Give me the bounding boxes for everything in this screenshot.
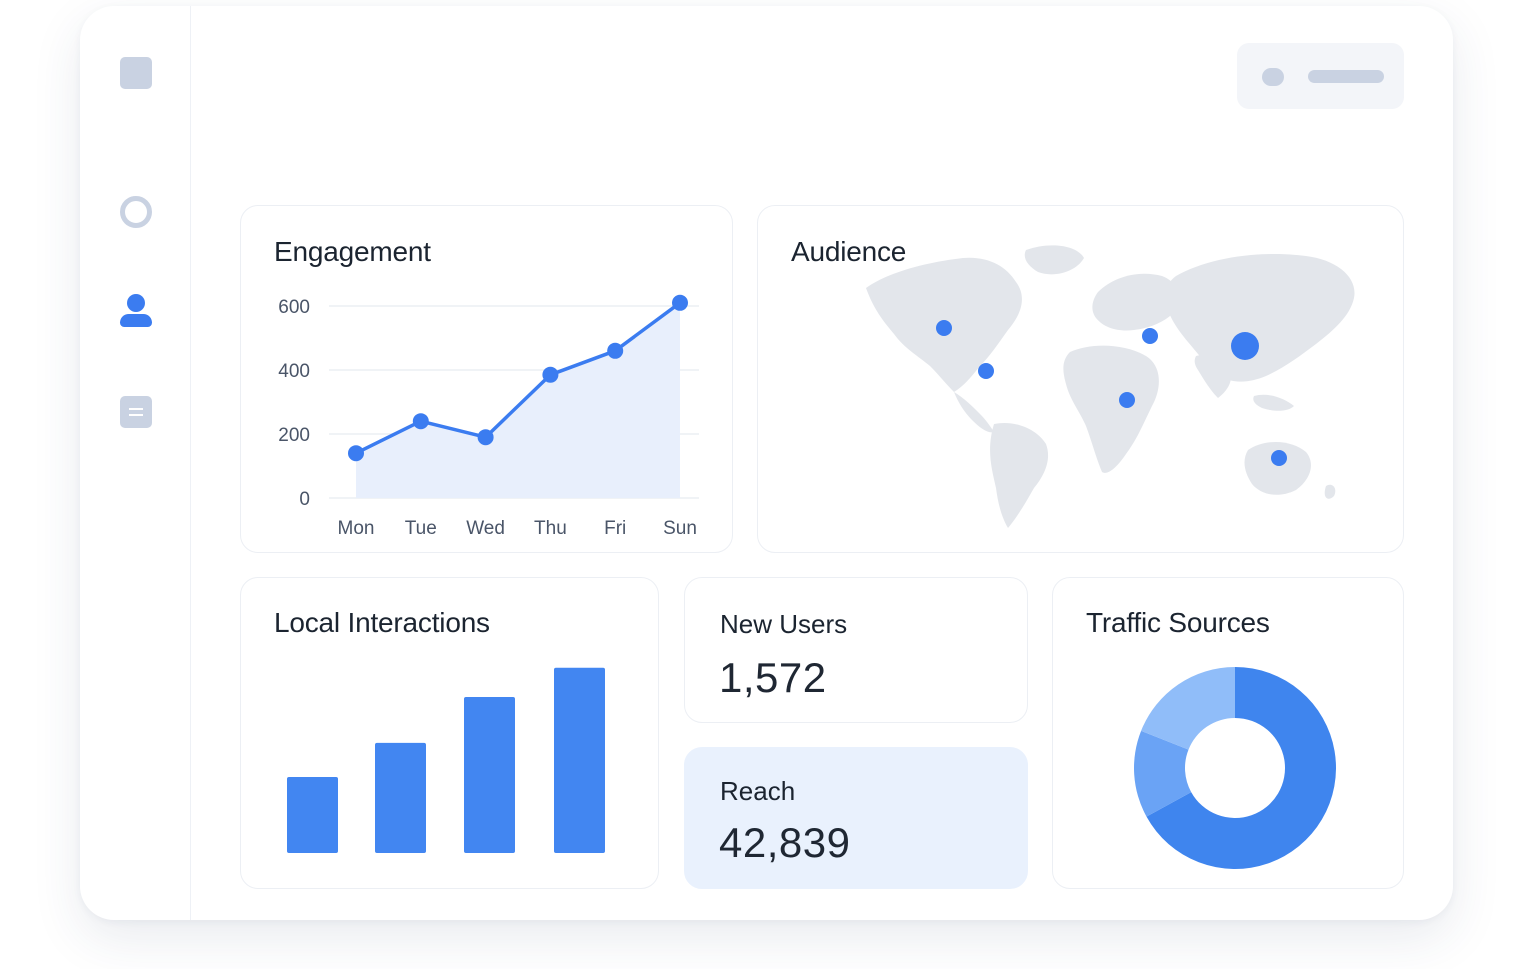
engagement-chart: 0 200 400 600 Mon Tue Wed Thu Fri Sun — [278, 294, 699, 539]
map-new-zealand — [1324, 484, 1336, 499]
x-tick-label: Fri — [604, 518, 626, 539]
x-tick-label: Wed — [466, 518, 505, 539]
donut-slice — [1134, 730, 1192, 817]
local-interactions-title: Local Interactions — [274, 607, 490, 638]
map-australia — [1244, 441, 1311, 495]
traffic-sources-card: Traffic Sources — [1052, 577, 1404, 889]
map-africa — [1063, 345, 1159, 473]
x-tick-label: Thu — [534, 518, 567, 539]
data-point — [542, 366, 559, 383]
donut-slice — [1141, 667, 1235, 750]
engagement-area — [356, 302, 680, 498]
x-tick-label: Tue — [405, 518, 437, 539]
map-asia — [1165, 254, 1355, 382]
audience-title: Audience — [791, 236, 907, 267]
bar — [554, 667, 605, 853]
x-tick-label: Sun — [663, 518, 697, 539]
map-marker — [1142, 328, 1158, 344]
y-tick-label: 600 — [278, 297, 310, 318]
bar — [287, 776, 338, 853]
map-india — [1194, 354, 1232, 398]
new-users-value: 1,572 — [719, 654, 827, 701]
map-marker — [978, 363, 994, 379]
map-marker — [1231, 332, 1259, 360]
reach-card: Reach 42,839 — [684, 747, 1028, 889]
y-tick-label: 200 — [278, 425, 310, 446]
sidebar — [80, 6, 191, 920]
data-point — [477, 429, 494, 446]
new-users-card: New Users 1,572 — [684, 577, 1028, 723]
traffic-sources-title: Traffic Sources — [1086, 607, 1270, 638]
sidebar-item-users[interactable] — [118, 293, 154, 329]
dashboard-window: Engagement 0 200 400 600 Mon Tue Wed Thu Fri Sun … — [80, 6, 1453, 920]
map-marker — [1119, 392, 1135, 408]
x-tick-label: Mon — [338, 518, 375, 539]
world-map — [866, 245, 1355, 528]
user-icon — [119, 294, 153, 328]
engagement-line — [355, 301, 682, 455]
sidebar-item-home[interactable] — [118, 194, 154, 230]
y-tick-label: 400 — [278, 361, 310, 382]
data-point — [412, 413, 429, 430]
bar — [375, 742, 426, 853]
data-point — [348, 445, 364, 462]
profile-name-placeholder — [1308, 70, 1384, 83]
audience-card: Audience — [757, 205, 1404, 553]
bar — [464, 697, 515, 853]
sidebar-item-reports[interactable] — [118, 394, 154, 430]
logo-icon[interactable] — [120, 57, 152, 89]
engagement-card: Engagement 0 200 400 600 Mon Tue Wed Thu Fri Sun — [240, 205, 733, 553]
local-interactions-card: Local Interactions — [240, 577, 659, 889]
y-tick-label: 0 — [299, 489, 310, 510]
avatar — [1262, 68, 1284, 86]
map-marker — [1271, 450, 1287, 466]
reach-label: Reach — [720, 776, 796, 806]
profile-menu[interactable] — [1237, 43, 1404, 109]
map-greenland — [1024, 245, 1084, 275]
local-interactions-chart — [287, 667, 605, 853]
map-central-america — [954, 392, 994, 433]
traffic-sources-chart — [1134, 667, 1336, 869]
map-south-america — [990, 422, 1049, 528]
new-users-label: New Users — [720, 609, 848, 639]
map-europe — [1092, 273, 1180, 331]
circle-icon — [120, 196, 152, 228]
engagement-title: Engagement — [274, 236, 431, 267]
map-marker — [936, 320, 952, 336]
document-icon — [120, 396, 152, 428]
data-point — [607, 342, 624, 359]
reach-value: 42,839 — [719, 819, 851, 866]
map-southeast-asia — [1253, 394, 1294, 411]
data-point — [672, 294, 688, 311]
donut-slice — [1146, 667, 1336, 869]
